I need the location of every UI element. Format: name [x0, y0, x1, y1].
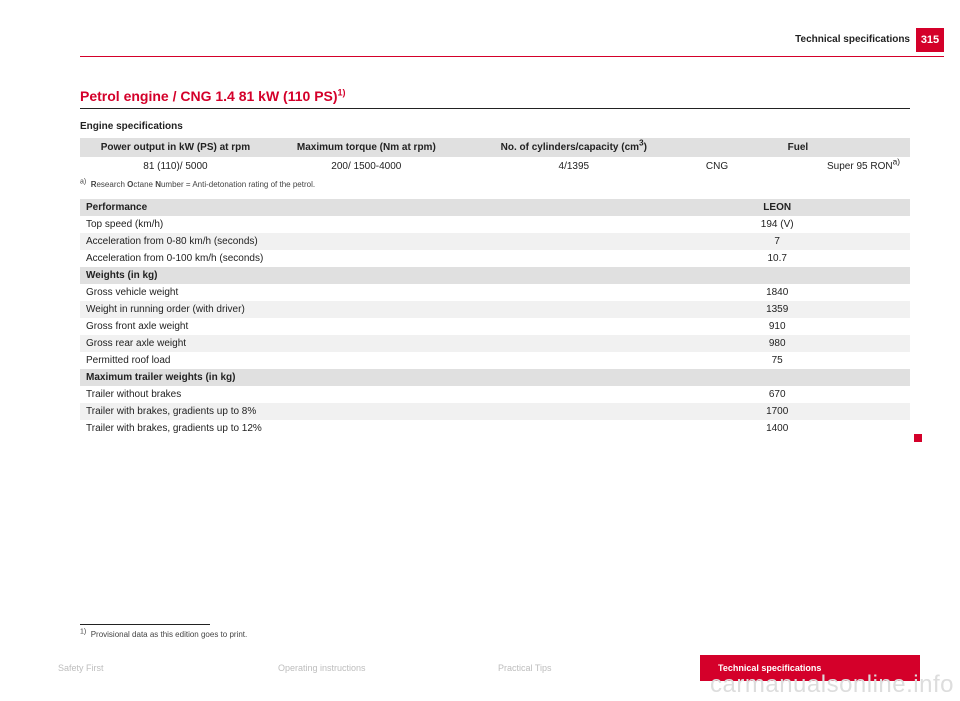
table-row: Gross front axle weight 910 — [80, 318, 910, 335]
table-row: Top speed (km/h) 194 (V) — [80, 216, 910, 233]
col-torque: Maximum torque (Nm at rpm) — [271, 138, 462, 157]
row-val: 1700 — [644, 403, 910, 420]
fuel2-sup: a) — [893, 157, 900, 167]
table-row: Acceleration from 0-100 km/h (seconds) 1… — [80, 250, 910, 267]
table-row: 81 (110)/ 5000 200/ 1500-4000 4/1395 CNG… — [80, 157, 910, 176]
cell-fuel1: CNG — [686, 157, 765, 176]
fuel2-pre: Super 95 RON — [827, 161, 893, 172]
content-area: Petrol engine / CNG 1.4 81 kW (110 PS)1)… — [80, 88, 910, 437]
table-header-row: Power output in kW (PS) at rpm Maximum t… — [80, 138, 910, 157]
nav-safety-first[interactable]: Safety First — [40, 655, 260, 681]
header-rule — [80, 56, 944, 57]
bottom-nav: Safety First Operating instructions Prac… — [40, 655, 920, 681]
cell-power: 81 (110)/ 5000 — [80, 157, 271, 176]
title-text: Petrol engine / CNG 1.4 81 kW (110 PS) — [80, 88, 338, 104]
col-fuel: Fuel — [686, 138, 910, 157]
row-val: 980 — [644, 335, 910, 352]
table-row: Permitted roof load 75 — [80, 352, 910, 369]
row-val: 670 — [644, 386, 910, 403]
fa-post: umber = Anti-detonation rating of the pe… — [161, 180, 315, 189]
table-row: Gross vehicle weight 1840 — [80, 284, 910, 301]
table-row: Trailer with brakes, gradients up to 8% … — [80, 403, 910, 420]
engine-spec-heading: Engine specifications — [80, 121, 910, 132]
section-trailer: Maximum trailer weights (in kg) — [80, 369, 910, 386]
row-label: Acceleration from 0-80 km/h (seconds) — [80, 233, 644, 250]
fa-m2: ctane — [133, 180, 155, 189]
title-sup: 1) — [338, 87, 346, 97]
row-val: 7 — [644, 233, 910, 250]
footnote-1: 1) Provisional data as this edition goes… — [80, 630, 247, 639]
cell-fuel2: Super 95 RONa) — [765, 157, 910, 176]
row-val: 1359 — [644, 301, 910, 318]
row-label: Top speed (km/h) — [80, 216, 644, 233]
page-number: 315 — [916, 28, 944, 52]
title-rule — [80, 108, 910, 109]
nav-operating-instructions[interactable]: Operating instructions — [260, 655, 480, 681]
footnote-1-sup: 1) — [80, 628, 86, 635]
row-val: 1840 — [644, 284, 910, 301]
table-row: Trailer without brakes 670 — [80, 386, 910, 403]
row-val: 910 — [644, 318, 910, 335]
row-label: Trailer with brakes, gradients up to 12% — [80, 420, 644, 437]
col-cyl-post: ) — [644, 142, 647, 153]
cell-cyl: 4/1395 — [462, 157, 686, 176]
section-performance: Performance LEON — [80, 199, 910, 216]
row-label: Gross vehicle weight — [80, 284, 644, 301]
row-val: 194 (V) — [644, 216, 910, 233]
footnote-1-text: Provisional data as this edition goes to… — [91, 630, 248, 639]
table-row: Trailer with brakes, gradients up to 12%… — [80, 420, 910, 437]
footnote-a: a) Research Octane Number = Anti-detonat… — [80, 180, 910, 189]
nav-technical-specifications[interactable]: Technical specifications — [700, 655, 920, 681]
row-label: Trailer without brakes — [80, 386, 644, 403]
row-label: Weight in running order (with driver) — [80, 301, 644, 318]
table-row: Gross rear axle weight 980 — [80, 335, 910, 352]
perf-header: Performance — [80, 199, 644, 216]
table-row: Weight in running order (with driver) 13… — [80, 301, 910, 318]
fa-m1: esearch — [96, 180, 127, 189]
leon-header: LEON — [644, 199, 910, 216]
header-section-label: Technical specifications — [795, 34, 910, 45]
page-title: Petrol engine / CNG 1.4 81 kW (110 PS)1) — [80, 88, 910, 104]
performance-table: Performance LEON Top speed (km/h) 194 (V… — [80, 199, 910, 437]
row-label: Gross rear axle weight — [80, 335, 644, 352]
row-label: Gross front axle weight — [80, 318, 644, 335]
row-label: Permitted roof load — [80, 352, 644, 369]
row-label: Acceleration from 0-100 km/h (seconds) — [80, 250, 644, 267]
row-val: 75 — [644, 352, 910, 369]
footnote-a-sup: a) — [80, 178, 86, 185]
cell-torque: 200/ 1500-4000 — [271, 157, 462, 176]
col-power: Power output in kW (PS) at rpm — [80, 138, 271, 157]
engine-spec-table: Power output in kW (PS) at rpm Maximum t… — [80, 138, 910, 176]
section-weights: Weights (in kg) — [80, 267, 910, 284]
trailer-header: Maximum trailer weights (in kg) — [80, 369, 910, 386]
end-square-icon — [914, 434, 922, 442]
weights-header: Weights (in kg) — [80, 267, 910, 284]
nav-practical-tips[interactable]: Practical Tips — [480, 655, 700, 681]
row-val: 1400 — [644, 420, 910, 437]
row-val: 10.7 — [644, 250, 910, 267]
col-cylinders: No. of cylinders/capacity (cm3) — [462, 138, 686, 157]
row-label: Trailer with brakes, gradients up to 8% — [80, 403, 644, 420]
footnote-rule — [80, 624, 210, 625]
table-row: Acceleration from 0-80 km/h (seconds) 7 — [80, 233, 910, 250]
page: 315 Technical specifications Petrol engi… — [0, 0, 960, 701]
col-cyl-pre: No. of cylinders/capacity (cm — [501, 142, 639, 153]
